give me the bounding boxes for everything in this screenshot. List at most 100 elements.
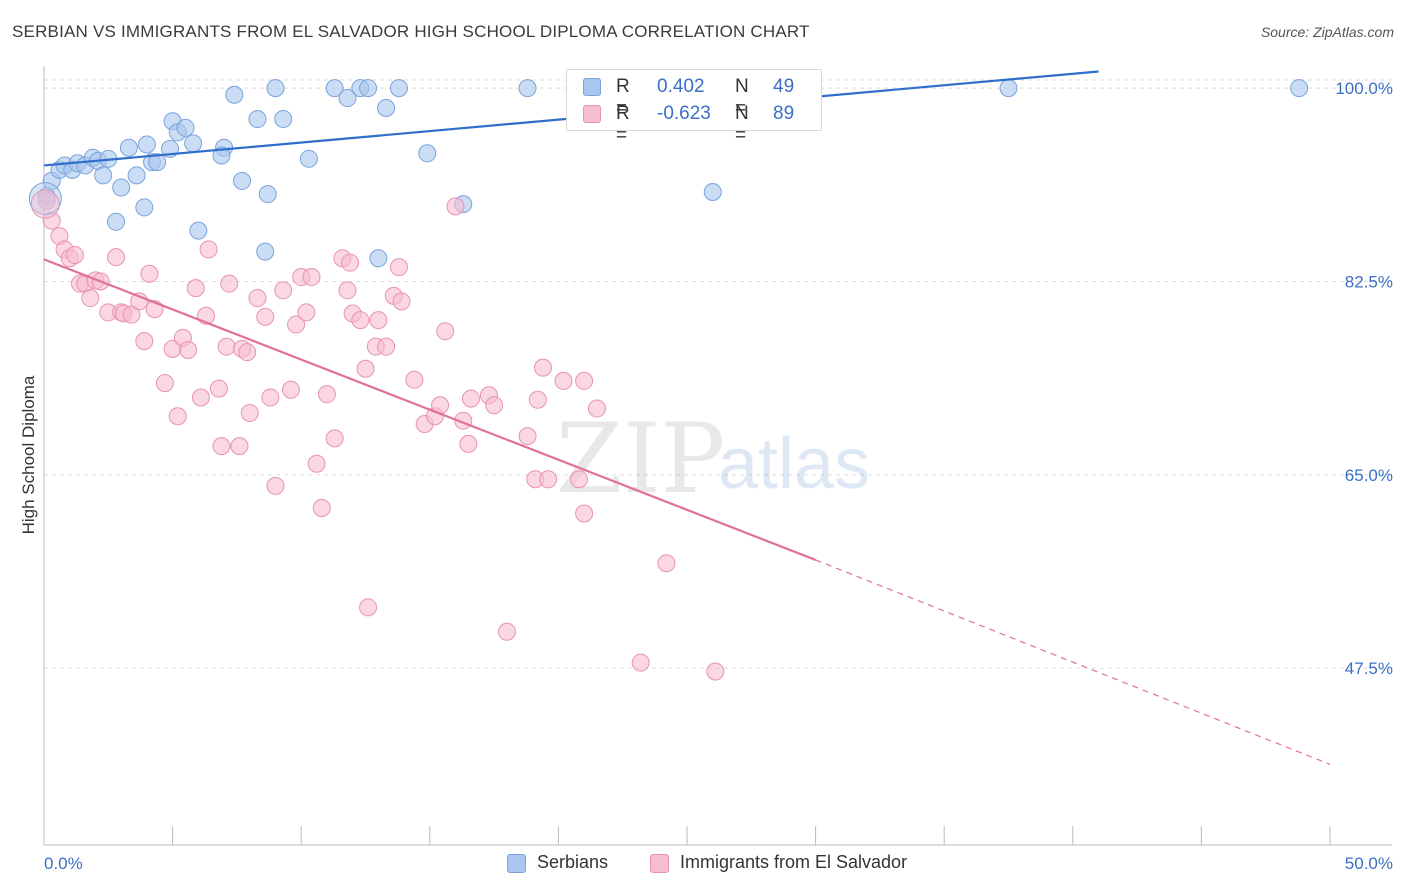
grid-lines	[44, 79, 1392, 669]
n-value: 49	[773, 76, 795, 97]
el-salvador-point	[706, 662, 725, 681]
serbian-point	[258, 185, 277, 204]
el-salvador-point	[575, 371, 594, 390]
el-salvador-point	[186, 279, 205, 298]
el-salvador-point	[307, 454, 326, 473]
pink-swatch-icon	[650, 854, 669, 873]
serbian-point	[107, 212, 126, 231]
el-salvador-point	[287, 315, 306, 334]
x-tick-label: 0.0%	[44, 854, 83, 873]
x-tick-label: 50.0%	[1345, 854, 1393, 873]
el-salvador-point	[281, 380, 300, 399]
el-salvador-point	[248, 289, 267, 308]
el-salvador-point	[191, 388, 210, 407]
el-salvador-point	[217, 337, 236, 356]
el-salvador-point	[569, 470, 588, 489]
serbian-point	[325, 79, 344, 98]
el-salvador-point	[30, 189, 60, 219]
n-label: N =	[735, 76, 749, 119]
el-salvador-point	[212, 437, 231, 456]
serbian-point	[999, 79, 1018, 98]
serbian-point	[148, 153, 167, 172]
r-label: R =	[616, 76, 630, 119]
el-salvador-point	[209, 379, 228, 398]
source-credit: Source: ZipAtlas.com	[1260, 24, 1394, 40]
serbian-point	[212, 146, 231, 165]
n-label: N =	[735, 103, 749, 146]
el-salvador-point	[179, 340, 198, 359]
el-salvador-point	[377, 337, 396, 356]
serbian-point	[119, 138, 138, 157]
el-salvador-point	[266, 476, 285, 495]
el-salvador-point	[631, 653, 650, 672]
el-salvador-point	[359, 598, 378, 617]
el-salvador-point	[274, 281, 293, 300]
el-salvador-trend-line	[43, 258, 816, 561]
serbian-point	[266, 79, 285, 98]
el-salvador-point	[135, 332, 154, 351]
el-salvador-point	[405, 370, 424, 389]
y-tick-label: 47.5%	[1345, 659, 1393, 678]
el-salvador-point	[539, 470, 558, 489]
stats-legend: R = 0.402 N = 49 R = -0.623 N = 89	[566, 69, 822, 146]
el-salvador-point	[65, 245, 84, 264]
serbian-point	[274, 110, 293, 129]
n-value: 89	[773, 103, 795, 124]
r-label: R =	[616, 103, 630, 146]
serbian-point	[233, 171, 252, 190]
el-salvador-point	[485, 396, 504, 415]
el-salvador-point	[528, 390, 547, 409]
el-salvador-point	[341, 253, 360, 272]
el-salvador-point	[356, 359, 375, 378]
el-salvador-point	[238, 343, 257, 362]
el-salvador-point	[657, 554, 676, 573]
serbian-point	[94, 166, 113, 185]
el-salvador-point	[256, 307, 275, 326]
watermark-zip: ZIP	[556, 403, 725, 515]
serbian-point	[184, 134, 203, 153]
watermark-atlas: atlas	[718, 424, 870, 504]
serbian-point	[359, 79, 378, 98]
tick-labels: 100.0% 82.5% 65.0% 47.5% 0.0% 50.0%	[44, 79, 1393, 873]
serbian-point	[518, 79, 537, 98]
r-value: -0.623	[657, 103, 711, 124]
el-salvador-point	[461, 389, 480, 408]
el-salvador-point	[42, 211, 61, 230]
el-salvador-point	[575, 504, 594, 523]
serbian-point	[137, 135, 156, 154]
el-salvador-point	[587, 399, 606, 418]
el-salvador-trend-extension	[815, 559, 1331, 765]
serbian-point	[28, 182, 62, 216]
serbian-point	[377, 98, 396, 117]
serbian-point	[225, 85, 244, 104]
el-salvador-point	[140, 264, 159, 283]
el-salvador-point	[312, 498, 331, 517]
serbian-point	[112, 178, 131, 197]
serbian-point	[418, 144, 437, 163]
serbian-point	[299, 149, 318, 168]
serbian-point	[248, 110, 267, 129]
el-salvador-point	[533, 358, 552, 377]
el-salvador-point	[297, 303, 316, 322]
el-salvador-point	[369, 311, 388, 330]
serbian-point	[369, 249, 388, 268]
legend-label: Immigrants from El Salvador	[680, 852, 908, 872]
el-salvador-point	[230, 437, 249, 456]
el-salvador-point	[199, 240, 218, 259]
serbian-point	[389, 79, 408, 98]
el-salvador-point	[497, 622, 516, 641]
el-salvador-point	[392, 292, 411, 311]
legend-label: Serbians	[537, 852, 609, 872]
el-salvador-point	[518, 427, 537, 446]
el-salvador-point	[351, 311, 370, 330]
el-salvador-point	[436, 322, 455, 341]
blue-swatch-icon	[507, 854, 526, 873]
chart-title: SERBIAN VS IMMIGRANTS FROM EL SALVADOR H…	[12, 22, 810, 41]
el-salvador-point	[81, 289, 100, 308]
y-tick-label: 82.5%	[1345, 272, 1393, 291]
el-salvador-point	[155, 374, 174, 393]
el-salvador-point	[220, 274, 239, 293]
el-salvador-point	[107, 248, 126, 267]
serbian-point	[189, 221, 208, 240]
